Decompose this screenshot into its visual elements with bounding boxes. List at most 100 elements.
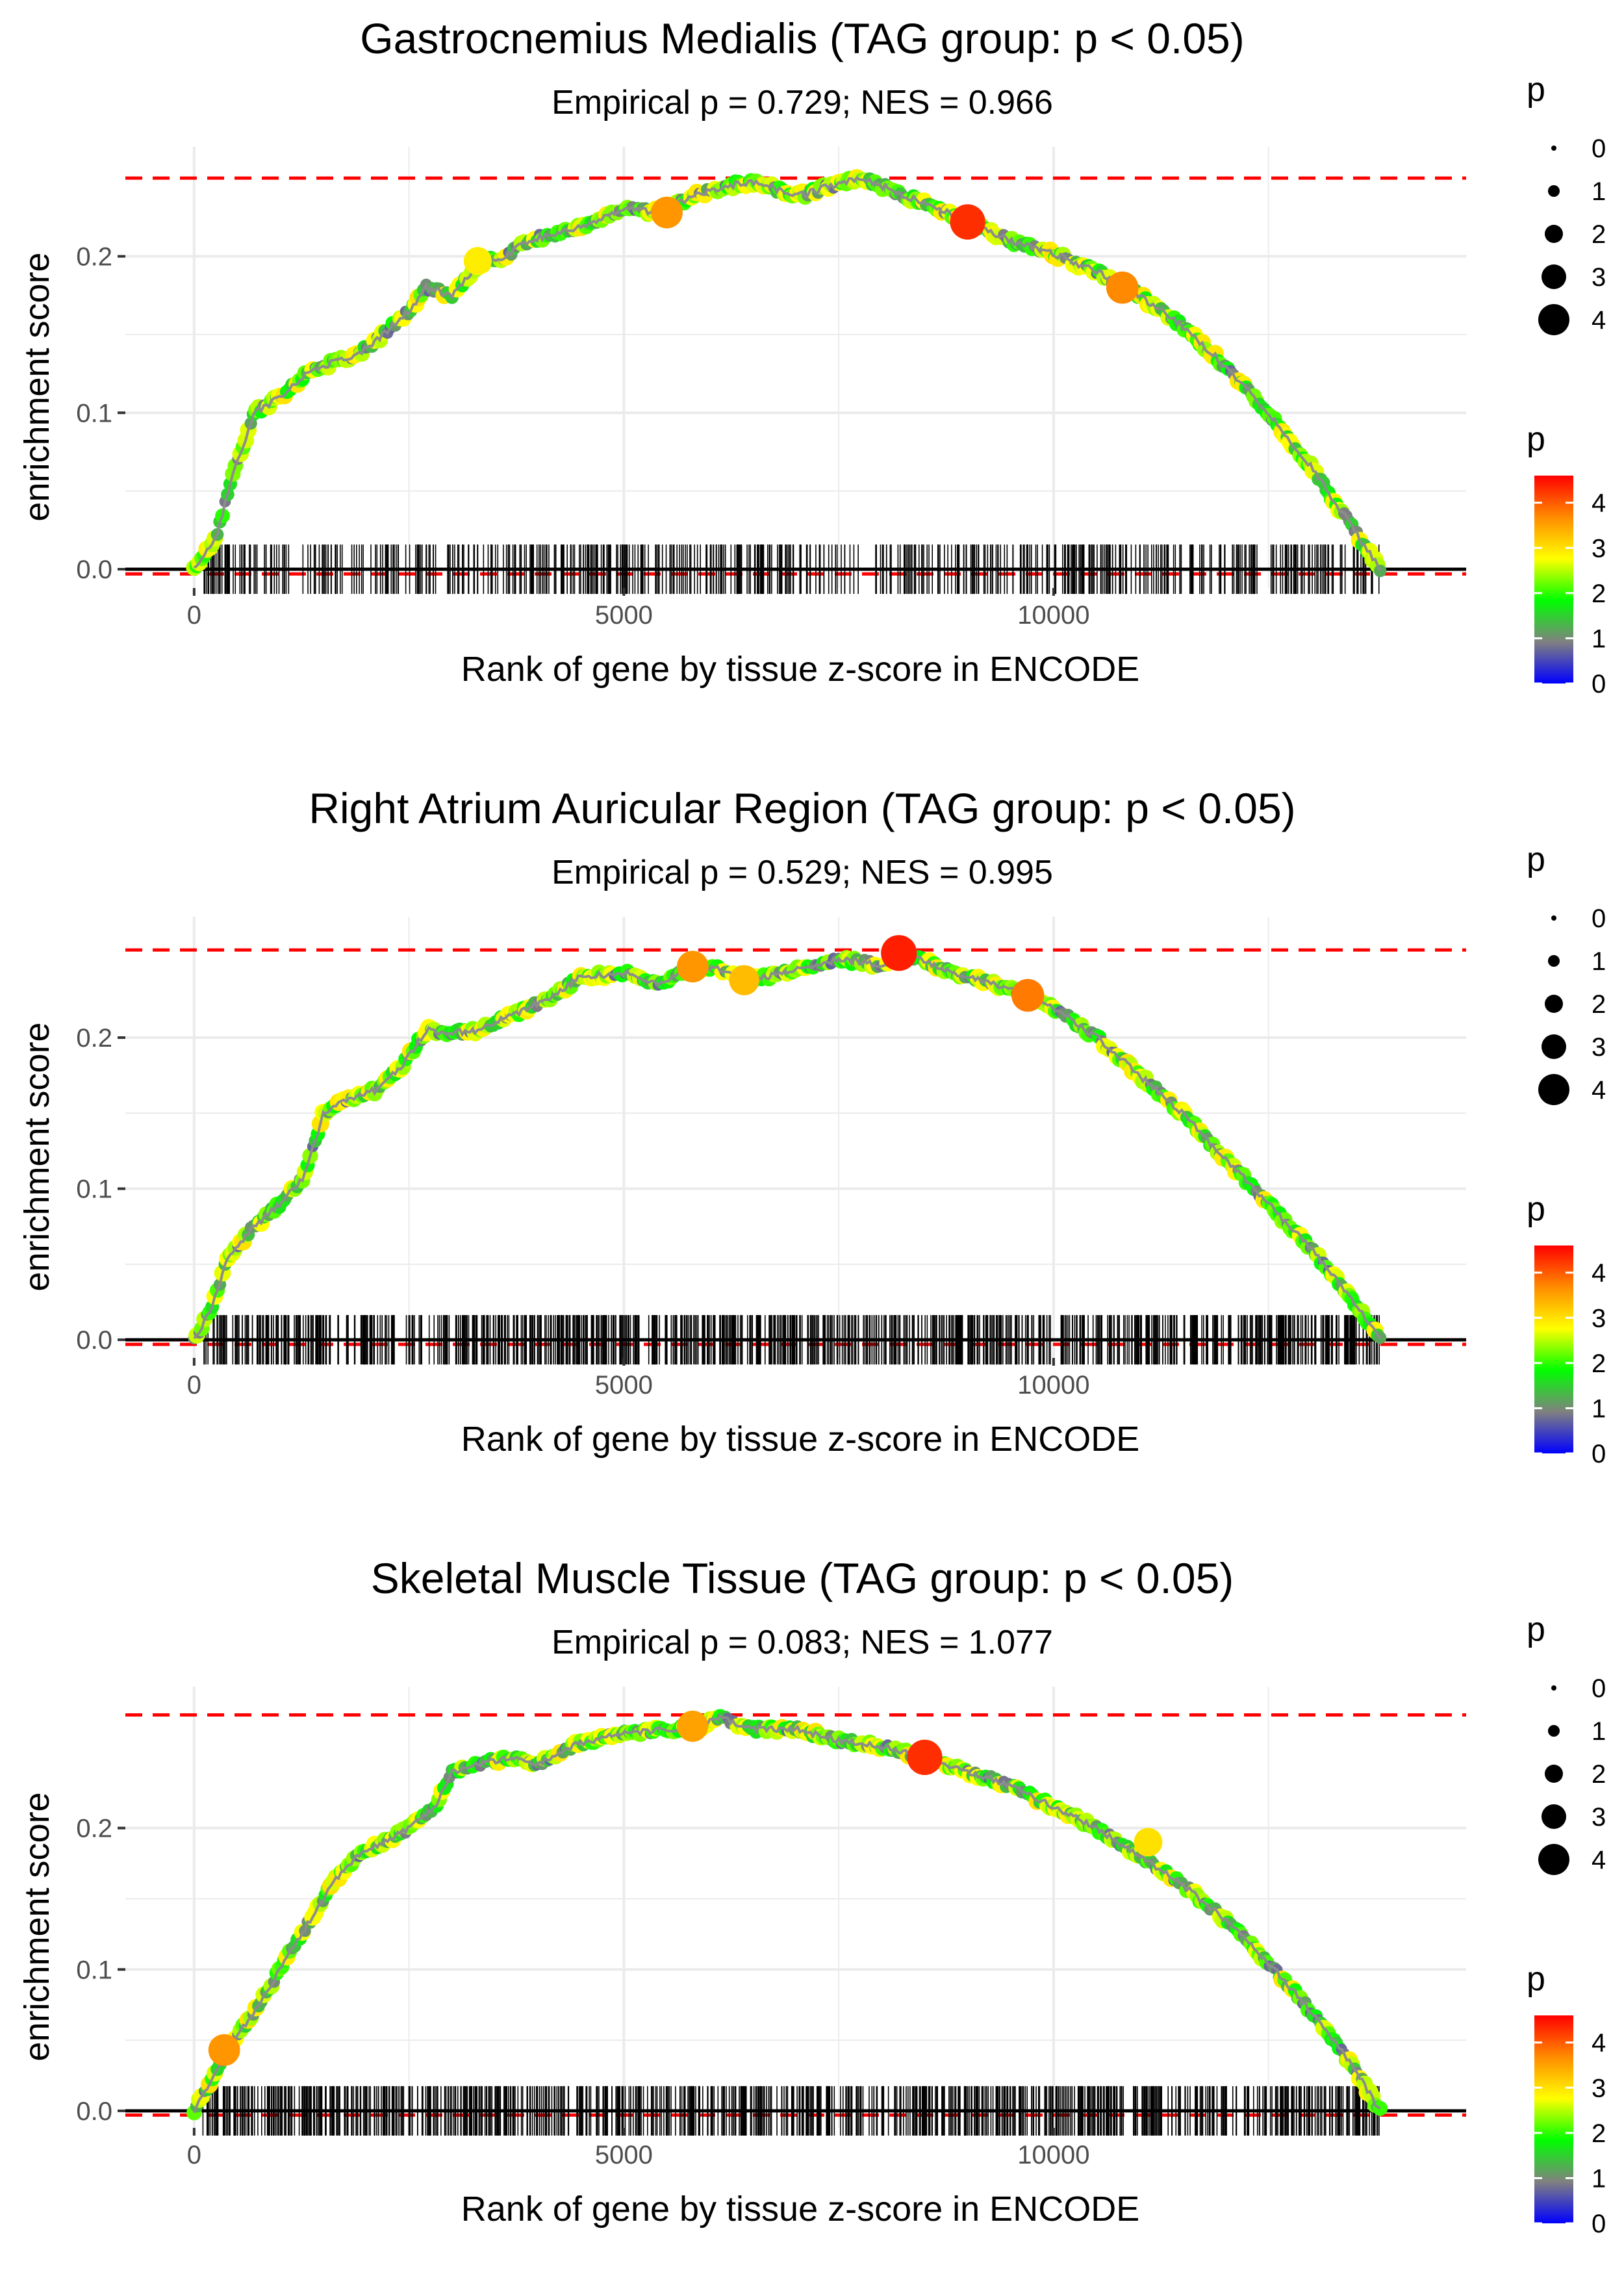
highlight-point bbox=[881, 935, 917, 971]
highlight-point bbox=[729, 965, 759, 995]
x-tick-label: 0 bbox=[187, 1371, 201, 1399]
highlight-point bbox=[651, 196, 683, 229]
size-legend-dot bbox=[1542, 1804, 1566, 1829]
panel-3: Skeletal Muscle Tissue (TAG group: p < 0… bbox=[18, 1554, 1606, 2238]
curve-line bbox=[193, 175, 1382, 572]
color-legend-bar bbox=[1534, 2015, 1573, 2223]
size-legend-dot bbox=[1548, 185, 1560, 197]
color-legend-label: 4 bbox=[1592, 2029, 1606, 2058]
y-tick-label: 0.2 bbox=[76, 243, 112, 272]
x-tick-label: 5000 bbox=[595, 2141, 653, 2169]
size-legend-label: 1 bbox=[1592, 177, 1606, 206]
size-legend-dot bbox=[1545, 1765, 1563, 1783]
y-axis-label: enrichment score bbox=[18, 252, 57, 521]
curve-line bbox=[192, 1714, 1381, 2114]
highlight-point bbox=[1106, 271, 1139, 304]
size-legend-label: 0 bbox=[1592, 134, 1606, 163]
color-legend-label: 1 bbox=[1592, 2164, 1606, 2193]
highlight-point bbox=[463, 247, 492, 275]
es-curve bbox=[188, 935, 1387, 1345]
highlight-point bbox=[1134, 1828, 1163, 1857]
x-axis-label: Rank of gene by tissue z-score in ENCODE bbox=[461, 1420, 1139, 1459]
highlight-point bbox=[907, 1739, 943, 1776]
size-legend-label: 1 bbox=[1592, 947, 1606, 976]
size-legend-title: p bbox=[1527, 71, 1545, 109]
size-legend-label: 2 bbox=[1592, 1760, 1606, 1789]
y-tick-label: 0.2 bbox=[76, 1815, 112, 1843]
highlight-point bbox=[1011, 978, 1045, 1012]
es-curve bbox=[186, 169, 1387, 578]
color-legend-label: 0 bbox=[1592, 2210, 1606, 2238]
x-tick-label: 10000 bbox=[1017, 601, 1089, 630]
size-legend-label: 4 bbox=[1592, 306, 1606, 335]
color-legend-title: p bbox=[1527, 420, 1545, 458]
x-tick-label: 0 bbox=[187, 601, 201, 630]
size-legend-dot bbox=[1542, 264, 1566, 289]
size-legend-dot bbox=[1545, 995, 1563, 1013]
size-legend-label: 3 bbox=[1592, 1033, 1606, 1062]
x-tick-label: 5000 bbox=[595, 1371, 653, 1399]
es-curve bbox=[186, 1709, 1388, 2121]
size-legend-title: p bbox=[1527, 1611, 1545, 1648]
color-legend-label: 1 bbox=[1592, 624, 1606, 653]
color-legend-label: 0 bbox=[1592, 1440, 1606, 1468]
curve-line bbox=[193, 951, 1382, 1340]
color-legend-label: 2 bbox=[1592, 2119, 1606, 2148]
size-legend-dot bbox=[1548, 955, 1560, 967]
x-tick-label: 10000 bbox=[1017, 2141, 1089, 2169]
size-legend-label: 2 bbox=[1592, 220, 1606, 249]
color-legend-label: 4 bbox=[1592, 1259, 1606, 1288]
color-legend-title: p bbox=[1527, 1960, 1545, 1998]
size-legend-label: 0 bbox=[1592, 904, 1606, 933]
size-legend-label: 4 bbox=[1592, 1076, 1606, 1105]
chart-title: Skeletal Muscle Tissue (TAG group: p < 0… bbox=[371, 1554, 1234, 1602]
color-legend-label: 0 bbox=[1592, 670, 1606, 698]
chart-title: Right Atrium Auricular Region (TAG group… bbox=[309, 784, 1295, 832]
chart-title: Gastrocnemius Medialis (TAG group: p < 0… bbox=[360, 14, 1245, 62]
size-legend-title: p bbox=[1527, 841, 1545, 878]
x-axis-label: Rank of gene by tissue z-score in ENCODE bbox=[461, 650, 1139, 689]
highlight-point bbox=[950, 204, 985, 240]
color-legend-label: 3 bbox=[1592, 534, 1606, 563]
size-legend-dot bbox=[1538, 304, 1569, 335]
curve-point bbox=[1373, 564, 1387, 578]
y-tick-label: 0.2 bbox=[76, 1024, 112, 1053]
color-legend-label: 1 bbox=[1592, 1394, 1606, 1423]
y-tick-label: 0.0 bbox=[76, 2097, 112, 2126]
size-legend-label: 3 bbox=[1592, 263, 1606, 292]
color-legend-bar bbox=[1534, 476, 1573, 683]
color-legend-bar bbox=[1534, 1246, 1573, 1453]
chart-subtitle: Empirical p = 0.083; NES = 1.077 bbox=[552, 1624, 1053, 1661]
color-legend-label: 2 bbox=[1592, 1349, 1606, 1378]
highlight-point bbox=[208, 2034, 240, 2066]
y-tick-label: 0.1 bbox=[76, 399, 112, 428]
y-axis-label: enrichment score bbox=[18, 1792, 57, 2061]
x-tick-label: 5000 bbox=[595, 601, 653, 630]
x-axis-label: Rank of gene by tissue z-score in ENCODE bbox=[461, 2190, 1139, 2229]
size-legend-label: 3 bbox=[1592, 1803, 1606, 1832]
size-legend-label: 2 bbox=[1592, 990, 1606, 1019]
x-tick-label: 10000 bbox=[1017, 1371, 1089, 1399]
size-legend-label: 4 bbox=[1592, 1846, 1606, 1874]
panel-2: Right Atrium Auricular Region (TAG group… bbox=[18, 784, 1606, 1468]
highlight-point bbox=[676, 951, 709, 983]
color-legend-label: 3 bbox=[1592, 1304, 1606, 1333]
color-legend-label: 2 bbox=[1592, 580, 1606, 608]
size-legend-dot bbox=[1538, 1844, 1569, 1875]
y-axis-label: enrichment score bbox=[18, 1022, 57, 1291]
chart-subtitle: Empirical p = 0.529; NES = 0.995 bbox=[552, 854, 1053, 891]
x-tick-label: 0 bbox=[187, 2141, 201, 2169]
y-tick-label: 0.0 bbox=[76, 1326, 112, 1355]
color-legend-label: 4 bbox=[1592, 489, 1606, 518]
chart-subtitle: Empirical p = 0.729; NES = 0.966 bbox=[552, 84, 1053, 121]
size-legend-dot bbox=[1551, 146, 1556, 151]
size-legend-dot bbox=[1542, 1034, 1566, 1059]
size-legend-label: 1 bbox=[1592, 1717, 1606, 1746]
color-legend-label: 3 bbox=[1592, 2074, 1606, 2102]
y-tick-label: 0.1 bbox=[76, 1175, 112, 1204]
size-legend-dot bbox=[1548, 1725, 1560, 1737]
highlight-point bbox=[677, 1710, 709, 1742]
panel-1: Gastrocnemius Medialis (TAG group: p < 0… bbox=[18, 14, 1606, 698]
y-tick-label: 0.0 bbox=[76, 556, 112, 584]
